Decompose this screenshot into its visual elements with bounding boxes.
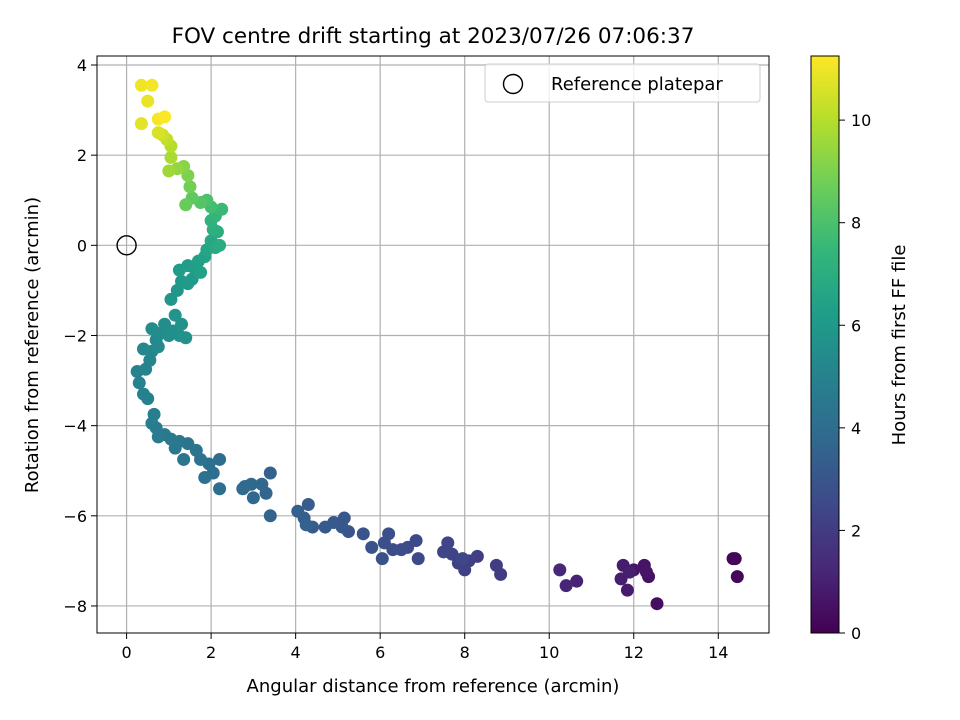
colorbar-gradient <box>810 55 840 634</box>
colorbar-tick-label: 8 <box>851 214 861 233</box>
data-point <box>255 477 269 491</box>
colorbar-tick-label: 4 <box>851 419 861 438</box>
data-point <box>175 317 189 331</box>
y-tick-label: −2 <box>63 326 87 345</box>
y-tick-label: 4 <box>77 56 87 75</box>
data-point <box>145 78 159 92</box>
data-point <box>164 150 178 164</box>
data-point <box>553 563 567 577</box>
data-point <box>179 331 193 345</box>
y-tick-label: −6 <box>63 507 87 526</box>
axis-ticks: 0 2 4 6 8 10 12 14 −8 −6 −4 −2 0 2 4 <box>63 56 728 662</box>
reference-platepar-marker <box>116 235 137 256</box>
colorbar-tick-label: 0 <box>851 624 861 643</box>
colorbar-tick-label: 2 <box>851 521 861 540</box>
data-point <box>134 78 148 92</box>
grid-lines <box>97 56 769 633</box>
x-tick-label: 14 <box>708 643 728 662</box>
colorbar-label: Hours from first FF file <box>889 245 910 446</box>
data-point <box>168 308 182 322</box>
y-tick-label: 2 <box>77 146 87 165</box>
data-point <box>377 536 391 550</box>
data-point <box>183 180 197 194</box>
data-point <box>730 570 744 584</box>
data-point <box>151 126 165 140</box>
y-tick-label: −8 <box>63 597 87 616</box>
legend-label: Reference platepar <box>551 74 723 95</box>
x-tick-label: 8 <box>460 643 470 662</box>
colorbar-tick-label: 6 <box>851 316 861 335</box>
data-point <box>318 520 332 534</box>
y-tick-label: 0 <box>77 236 87 255</box>
colorbar: 0 2 4 6 8 10 Hours from first FF file <box>810 55 910 643</box>
data-point <box>172 263 186 277</box>
chart-title: FOV centre drift starting at 2023/07/26 … <box>172 24 695 49</box>
data-point <box>301 498 315 512</box>
x-tick-label: 6 <box>375 643 385 662</box>
x-tick-label: 2 <box>206 643 216 662</box>
data-point <box>179 198 193 212</box>
data-point <box>177 452 191 466</box>
data-point <box>236 482 250 496</box>
data-point <box>151 340 165 354</box>
x-tick-label: 0 <box>121 643 131 662</box>
data-point <box>162 164 176 178</box>
data-point <box>620 583 634 597</box>
data-point <box>158 110 172 124</box>
data-point <box>134 117 148 131</box>
data-point <box>147 407 161 421</box>
data-point <box>198 470 212 484</box>
data-point <box>639 565 653 579</box>
data-point <box>623 565 637 579</box>
data-point <box>437 545 451 559</box>
data-point <box>215 202 229 216</box>
data-point <box>213 482 227 496</box>
data-point <box>145 322 159 336</box>
plot-frame <box>96 55 770 634</box>
data-point <box>136 387 150 401</box>
data-point <box>489 558 503 572</box>
data-point <box>136 342 150 356</box>
data-point <box>650 597 664 611</box>
reference-marker-layer <box>116 235 137 256</box>
data-point <box>411 552 425 566</box>
y-axis-label: Rotation from reference (arcmin) <box>22 197 43 493</box>
data-point <box>559 579 573 593</box>
legend: Reference platepar <box>484 63 761 103</box>
data-point <box>299 518 313 532</box>
legend-marker-circle-icon <box>502 73 524 95</box>
data-point <box>194 265 208 279</box>
x-tick-label: 12 <box>624 643 644 662</box>
data-point <box>365 540 379 554</box>
x-tick-label: 4 <box>291 643 301 662</box>
data-point <box>263 466 277 480</box>
data-point <box>213 452 227 466</box>
data-point <box>213 238 227 252</box>
colorbar-ticks: 0 2 4 6 8 10 <box>839 111 871 643</box>
data-point <box>375 552 389 566</box>
data-point <box>356 527 370 541</box>
x-axis-label: Angular distance from reference (arcmin) <box>247 676 620 697</box>
data-point <box>132 376 146 390</box>
y-tick-label: −4 <box>63 417 87 436</box>
data-point <box>141 94 155 108</box>
data-point <box>263 509 277 523</box>
data-point <box>726 552 740 566</box>
data-point <box>291 504 305 518</box>
data-point <box>570 574 584 588</box>
data-point <box>456 552 470 566</box>
data-point <box>246 491 260 505</box>
legend-box <box>484 63 761 103</box>
data-point <box>164 292 178 306</box>
colorbar-tick-label: 10 <box>851 111 871 130</box>
data-points <box>130 78 744 611</box>
x-tick-label: 10 <box>539 643 559 662</box>
